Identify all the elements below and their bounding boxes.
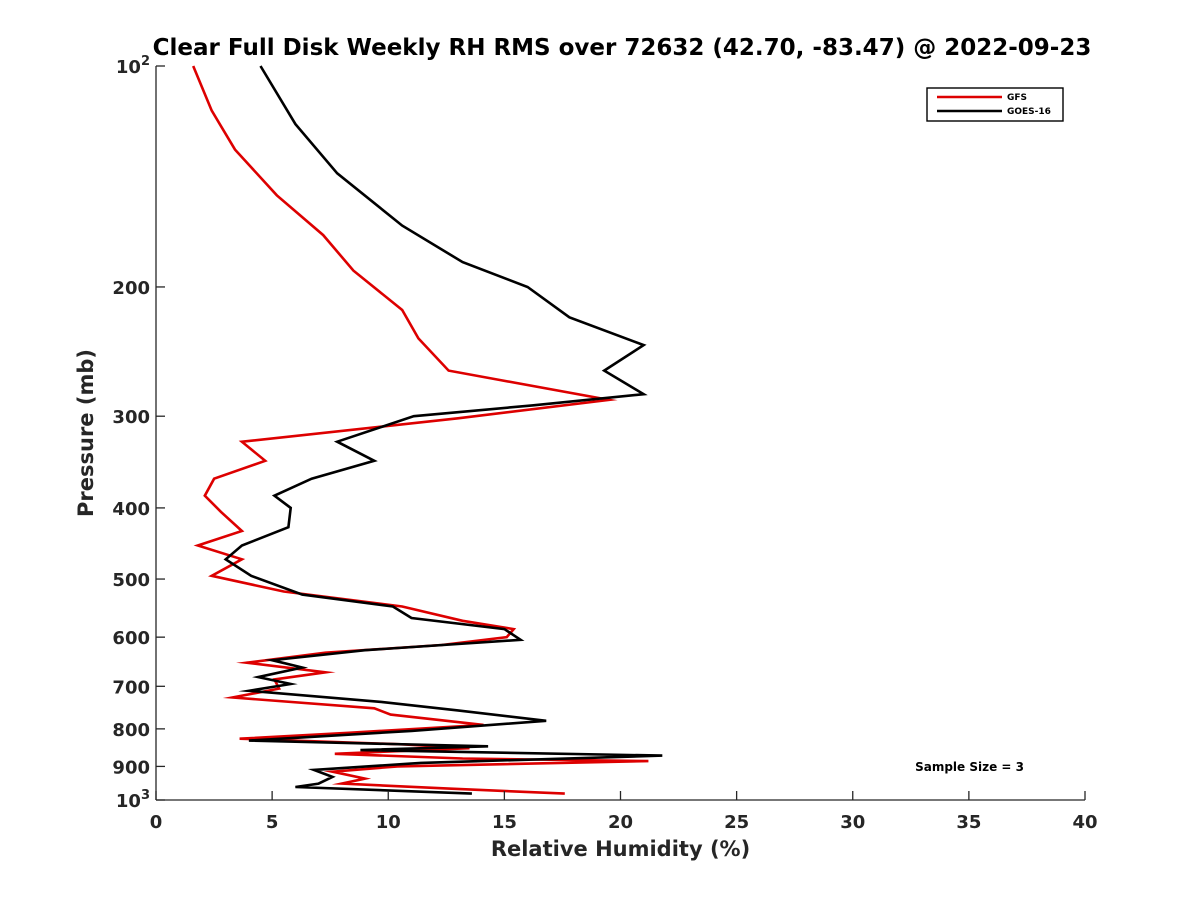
y-tick-label: 700	[112, 677, 150, 698]
series-layer	[191, 65, 663, 795]
series-line-goes-16	[223, 65, 663, 795]
legend-label: GOES-16	[1007, 107, 1051, 117]
x-tick-label: 35	[956, 812, 981, 833]
y-tick-label: 103	[116, 788, 150, 812]
legend: GFS GOES-16	[926, 87, 1064, 122]
x-tick-label: 40	[1072, 812, 1097, 833]
y-tick-label: 500	[112, 570, 150, 591]
y-tick-label: 102	[116, 54, 150, 78]
x-tick-label: 15	[492, 812, 517, 833]
y-axis-label: Pressure (mb)	[74, 349, 98, 517]
y-tick-label: 600	[112, 628, 150, 649]
axes-layer: 0 5 10 15 20 25 30 35 40 102 200 300 400 500 600 700 800…	[112, 54, 1097, 833]
y-tick-label: 800	[112, 720, 150, 741]
x-tick-label: 20	[608, 812, 633, 833]
x-axis-label: Relative Humidity (%)	[491, 837, 750, 861]
legend-box	[926, 87, 1064, 122]
x-tick-label: 5	[266, 812, 279, 833]
x-tick-label: 10	[376, 812, 401, 833]
legend-label: GFS	[1007, 93, 1027, 103]
sample-size-annotation: Sample Size = 3	[915, 760, 1024, 774]
y-tick-label: 900	[112, 757, 150, 778]
x-tick-label: 0	[150, 812, 163, 833]
chart-title: Clear Full Disk Weekly RH RMS over 72632…	[153, 35, 1092, 61]
x-tick-label: 30	[840, 812, 865, 833]
y-tick-label: 200	[112, 278, 150, 299]
series-line-gfs	[191, 65, 649, 795]
y-tick-label: 300	[112, 407, 150, 428]
y-tick-label: 400	[112, 499, 150, 520]
x-tick-label: 25	[724, 812, 749, 833]
